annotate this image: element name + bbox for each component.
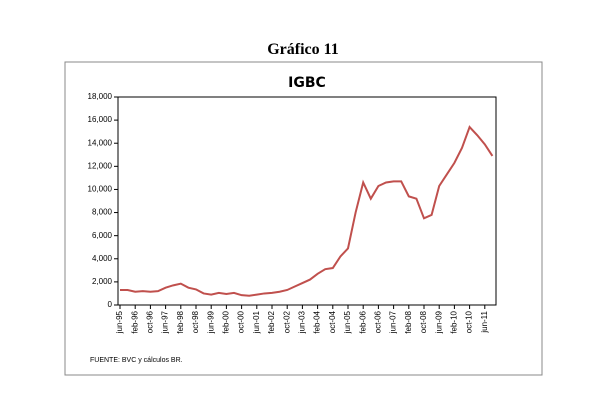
y-tick-label: 18,000 <box>88 92 113 101</box>
x-tick-label: jun-07 <box>389 310 398 334</box>
x-tick-label: feb-06 <box>358 310 367 333</box>
y-tick-label: 16,000 <box>88 115 113 124</box>
x-tick-label: feb-98 <box>176 310 185 333</box>
y-tick-label: 10,000 <box>88 185 113 194</box>
x-tick-label: feb-08 <box>404 310 413 333</box>
page-title: Gráfico 11 <box>267 41 339 58</box>
x-tick-label: jun-95 <box>115 310 124 334</box>
x-tick-label: feb-00 <box>222 310 231 333</box>
x-tick-label: oct-08 <box>419 310 428 333</box>
y-tick-label: 12,000 <box>88 161 113 170</box>
x-tick-label: feb-96 <box>130 310 139 333</box>
y-tick-label: 6,000 <box>92 231 113 240</box>
x-tick-label: feb-02 <box>267 310 276 333</box>
x-tick-label: oct-10 <box>465 310 474 333</box>
x-tick-label: jun-09 <box>434 310 443 334</box>
x-tick-label: oct-02 <box>282 310 291 333</box>
x-tick-label: feb-04 <box>313 310 322 333</box>
y-tick-label: 0 <box>108 300 113 309</box>
x-tick-label: oct-04 <box>328 310 337 333</box>
x-tick-label: oct-00 <box>237 310 246 333</box>
y-tick-label: 2,000 <box>92 277 113 286</box>
x-tick-label: jun-99 <box>206 310 215 334</box>
x-tick-label: jun-11 <box>480 310 489 333</box>
chart-frame <box>64 61 543 376</box>
y-tick-label: 4,000 <box>92 254 113 263</box>
x-tick-label: jun-03 <box>298 310 307 334</box>
chart-title: IGBC <box>288 75 326 91</box>
y-tick-label: 8,000 <box>92 208 113 217</box>
x-tick-label: feb-10 <box>450 310 459 333</box>
x-tick-label: jun-01 <box>252 310 261 334</box>
plot-frame <box>117 96 497 306</box>
series-line <box>120 125 494 297</box>
x-tick-label: jun-97 <box>161 310 170 334</box>
x-tick-label: oct-98 <box>191 310 200 333</box>
y-tick-label: 14,000 <box>88 138 113 147</box>
x-tick-label: oct-06 <box>374 310 383 333</box>
source-note: FUENTE: BVC y cálculos BR. <box>90 357 183 364</box>
x-tick-label: oct-96 <box>146 310 155 333</box>
x-tick-label: jun-05 <box>343 310 352 334</box>
